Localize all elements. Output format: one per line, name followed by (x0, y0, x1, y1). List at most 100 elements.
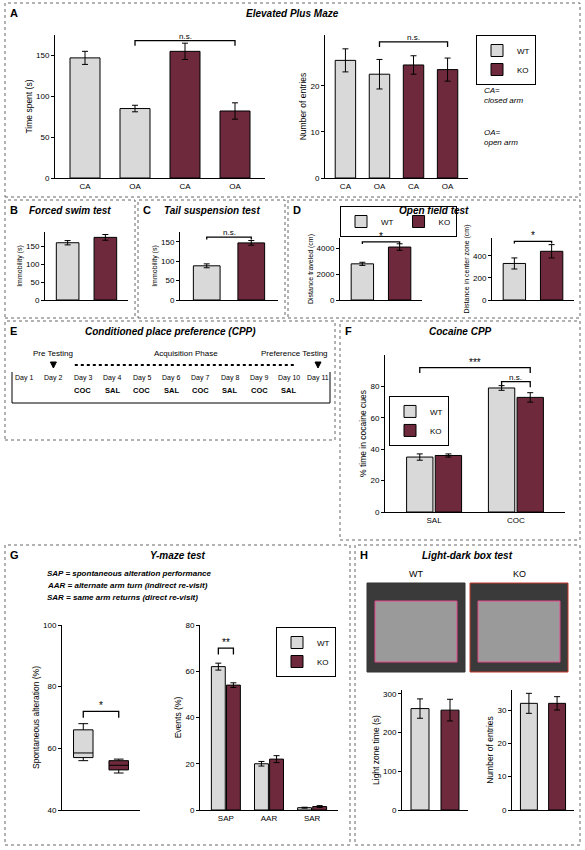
svg-text:Day 5: Day 5 (133, 374, 151, 382)
svg-text:G: G (10, 549, 19, 561)
svg-text:WT: WT (430, 408, 443, 417)
svg-text:CA: CA (340, 182, 352, 191)
svg-text:40: 40 (47, 806, 56, 815)
svg-text:n.s.: n.s. (509, 373, 522, 382)
svg-text:A: A (10, 7, 18, 19)
svg-text:COC: COC (74, 386, 91, 395)
svg-text:Time spent (s): Time spent (s) (24, 79, 34, 133)
svg-text:COC: COC (133, 386, 150, 395)
svg-text:E: E (10, 325, 17, 337)
svg-text:*: * (531, 230, 535, 241)
svg-text:0: 0 (170, 296, 175, 305)
svg-text:0: 0 (392, 806, 397, 815)
svg-text:% time in cocaine cues: % time in cocaine cues (358, 390, 368, 477)
svg-text:Spontaneous alteration (%): Spontaneous alteration (%) (31, 666, 41, 769)
svg-text:20: 20 (370, 476, 379, 485)
svg-text:150: 150 (36, 51, 50, 60)
svg-text:80: 80 (185, 621, 194, 630)
svg-text:4000: 4000 (317, 244, 335, 253)
svg-text:CA: CA (79, 182, 91, 191)
svg-text:100: 100 (36, 92, 50, 101)
svg-text:200: 200 (383, 728, 397, 737)
svg-text:150: 150 (26, 242, 40, 251)
svg-text:50: 50 (30, 278, 39, 287)
svg-text:200: 200 (473, 274, 487, 283)
svg-text:Day 7: Day 7 (191, 374, 209, 382)
svg-text:CA: CA (408, 182, 420, 191)
svg-text:Day 10: Day 10 (278, 374, 300, 382)
svg-text:Tail suspension test: Tail suspension test (164, 205, 260, 216)
svg-text:Events (%): Events (%) (173, 697, 183, 739)
svg-text:0: 0 (35, 296, 40, 305)
svg-text:OA=open arm: OA=open arm (484, 128, 518, 147)
svg-text:40: 40 (185, 713, 194, 722)
svg-text:Immobility (s): Immobility (s) (16, 245, 24, 287)
svg-text:10: 10 (310, 128, 319, 137)
svg-text:Pre Testing: Pre Testing (33, 349, 73, 358)
svg-text:OA: OA (229, 182, 241, 191)
svg-text:Day 8: Day 8 (221, 374, 239, 382)
svg-text:0: 0 (330, 296, 335, 305)
svg-text:0: 0 (315, 174, 320, 183)
svg-text:100: 100 (43, 621, 57, 630)
svg-text:COC: COC (507, 516, 525, 525)
svg-text:Acquisition Phase: Acquisition Phase (154, 349, 218, 358)
svg-text:Day 9: Day 9 (250, 374, 268, 382)
svg-text:100: 100 (161, 257, 175, 266)
svg-text:WT: WT (517, 47, 530, 56)
svg-text:100: 100 (383, 767, 397, 776)
svg-text:n.s.: n.s. (407, 33, 420, 42)
svg-text:SAP = spontaneous alteration p: SAP = spontaneous alteration performance (47, 569, 212, 578)
svg-text:80: 80 (370, 382, 379, 391)
svg-text:60: 60 (185, 667, 194, 676)
svg-text:H: H (360, 549, 368, 561)
svg-text:WT: WT (409, 569, 423, 579)
svg-text:KO: KO (317, 658, 329, 667)
svg-text:n.s.: n.s. (179, 32, 192, 41)
svg-text:OA: OA (374, 182, 386, 191)
svg-text:SAL: SAL (164, 386, 179, 395)
svg-text:*: * (379, 231, 383, 242)
svg-text:AAR: AAR (261, 814, 278, 823)
svg-text:Elevated Plus Maze: Elevated Plus Maze (246, 8, 339, 19)
svg-text:OA: OA (442, 182, 454, 191)
svg-text:60: 60 (47, 744, 56, 753)
svg-text:20: 20 (310, 82, 319, 91)
svg-text:20: 20 (497, 739, 506, 748)
svg-text:40: 40 (370, 445, 379, 454)
svg-text:SAL: SAL (427, 516, 443, 525)
svg-text:AAR = alternate arm turn (indi: AAR = alternate arm turn (indirect re-vi… (47, 581, 208, 590)
svg-text:SAR = same arm returns (direct: SAR = same arm returns (direct re-visit) (47, 593, 198, 602)
svg-text:2000: 2000 (317, 270, 335, 279)
svg-text:Number of entries: Number of entries (298, 73, 308, 141)
svg-text:Day 2: Day 2 (44, 374, 62, 382)
svg-text:Open field test: Open field test (399, 205, 469, 216)
svg-text:SAL: SAL (281, 386, 296, 395)
svg-text:Forced swim test: Forced swim test (29, 205, 111, 216)
svg-text:0: 0 (502, 806, 507, 815)
svg-text:50: 50 (165, 276, 174, 285)
svg-text:SAR: SAR (304, 814, 321, 823)
svg-text:100: 100 (26, 260, 40, 269)
svg-text:0: 0 (190, 806, 195, 815)
svg-text:Distance in center zone (cm): Distance in center zone (cm) (463, 224, 471, 313)
svg-text:B: B (10, 204, 18, 216)
svg-text:KO: KO (513, 569, 526, 579)
svg-text:**: ** (222, 637, 230, 648)
svg-text:150: 150 (161, 238, 175, 247)
svg-text:Day 6: Day 6 (162, 374, 180, 382)
svg-text:D: D (293, 204, 301, 216)
svg-text:CA: CA (179, 182, 191, 191)
svg-text:Distance traveled (cm): Distance traveled (cm) (307, 234, 315, 304)
svg-text:Preference Testing: Preference Testing (261, 349, 328, 358)
svg-text:***: *** (469, 357, 481, 368)
svg-text:*: * (99, 700, 103, 711)
svg-text:CA=closed arm: CA=closed arm (484, 86, 523, 105)
svg-text:Light zone time (s): Light zone time (s) (371, 715, 381, 785)
svg-text:SAL: SAL (105, 386, 120, 395)
svg-text:300: 300 (383, 690, 397, 699)
svg-text:n.s.: n.s. (223, 228, 236, 237)
svg-text:Light-dark box test: Light-dark box test (422, 550, 513, 561)
svg-text:0: 0 (375, 508, 380, 517)
svg-text:0: 0 (45, 174, 50, 183)
